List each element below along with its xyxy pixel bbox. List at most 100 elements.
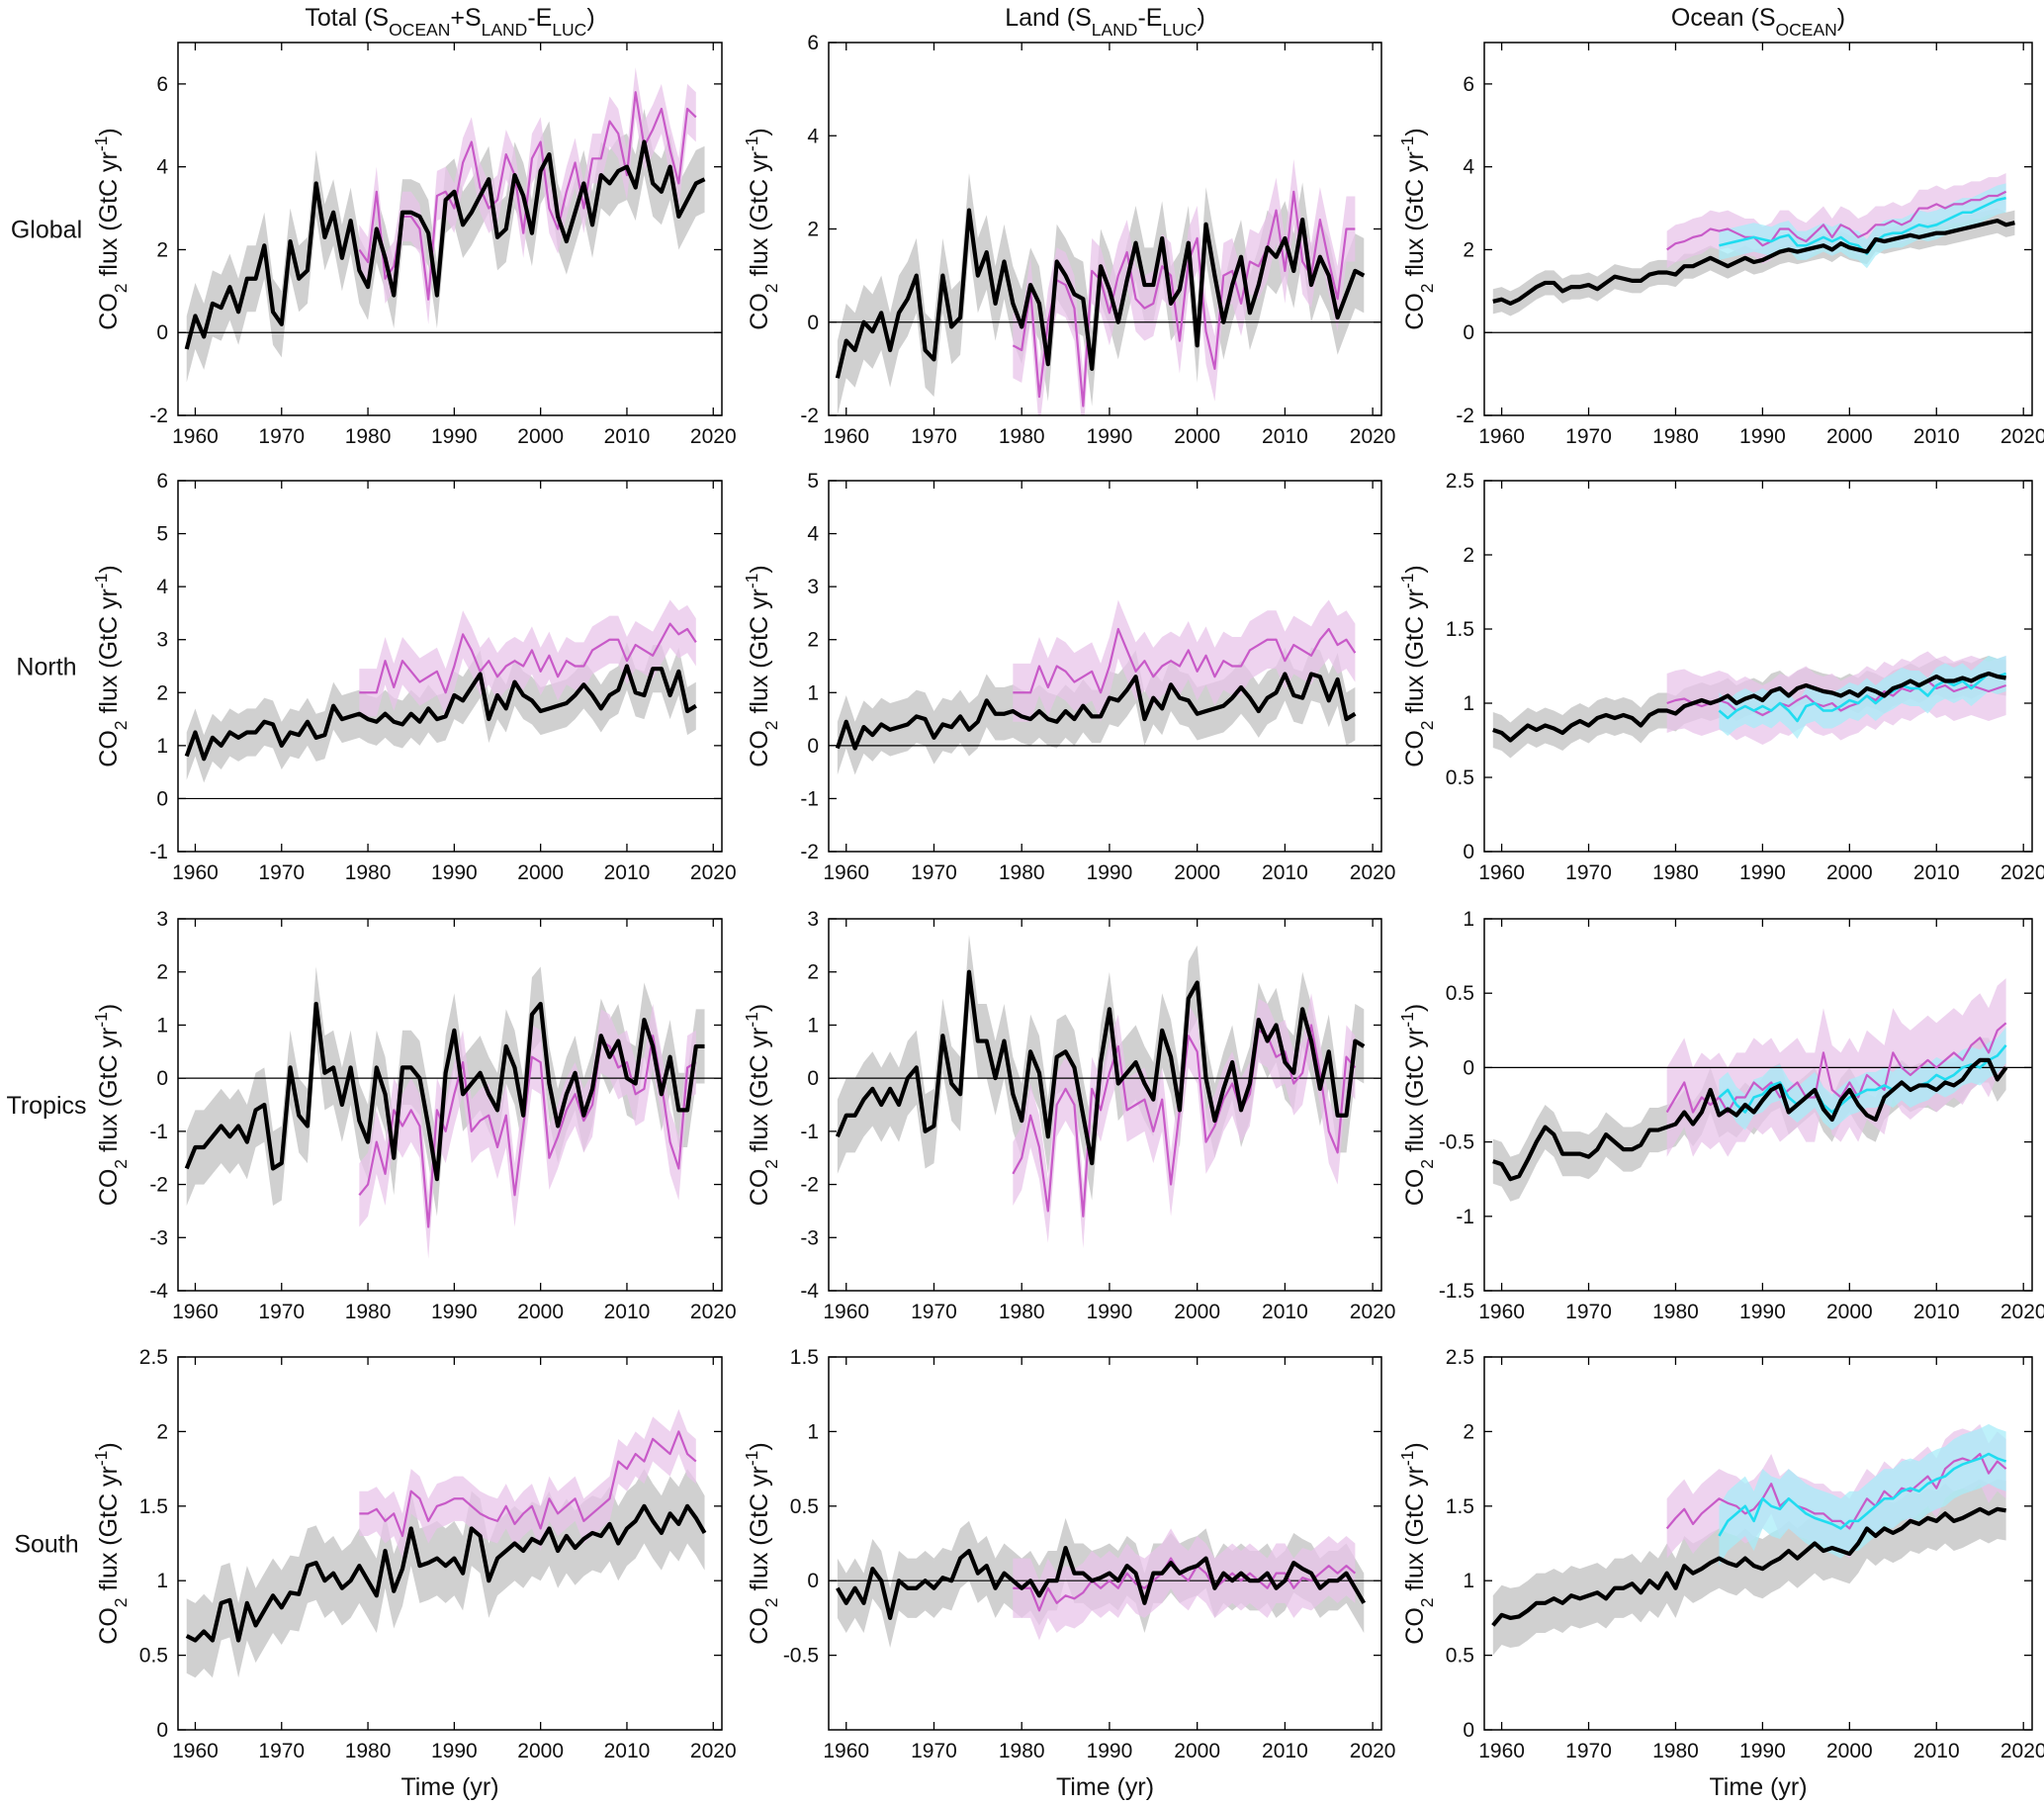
y-tick-label: 3 [807, 908, 819, 931]
magenta-series-line [1013, 627, 1357, 694]
x-tick-label: 2010 [1262, 861, 1308, 884]
x-tick-label: 1960 [823, 1740, 869, 1762]
y-axis-label: CO2 flux (GtC yr-1) [91, 1442, 131, 1644]
panel-global-ocean: -2 0 2 4 6 1960 1970 1980 1990 2000 2010 2020 CO2 fl… [1397, 42, 2044, 448]
x-tick-label: 1980 [999, 1301, 1045, 1323]
y-tick-label: 1 [807, 681, 819, 704]
x-axis-label: Time (yr) [400, 1773, 498, 1801]
y-tick-label: 1 [807, 1420, 819, 1443]
column-title-land: Land (SLAND-ELUC) [1005, 4, 1205, 40]
plot-area [178, 966, 722, 1259]
y-tick-label: 1 [807, 1014, 819, 1037]
y-tick-label: 4 [807, 125, 819, 147]
y-axis-label: CO2 flux (GtC yr-1) [1397, 565, 1437, 767]
cyan-series-line [1718, 672, 2007, 723]
x-tick-label: 1990 [1739, 1740, 1786, 1762]
y-tick-label: 6 [1463, 73, 1474, 96]
x-tick-label: 2000 [517, 1740, 564, 1762]
axes-box [1483, 480, 2033, 853]
magenta-series-line [1665, 1452, 2007, 1530]
y-tick-label: 4 [1463, 156, 1474, 179]
x-tick-label: 2020 [2000, 425, 2044, 448]
x-tick-label: 2020 [1350, 1740, 1396, 1762]
y-tick-label: -2 [800, 1174, 819, 1197]
x-tick-label: 1990 [431, 861, 478, 884]
y-tick-label: 2.5 [139, 1346, 168, 1369]
x-tick-label: 2020 [690, 1301, 737, 1323]
x-tick-label: 2020 [690, 861, 737, 884]
y-tick-label: 4 [807, 523, 819, 546]
y-tick-label: -2 [149, 405, 168, 427]
column-title-ocean: Ocean (SOCEAN) [1671, 4, 1845, 40]
x-tick-label: 1990 [1739, 1301, 1786, 1323]
plot-area [829, 935, 1381, 1249]
x-tick-label: 1970 [911, 1301, 957, 1323]
axes-box [177, 918, 723, 1292]
x-tick-label: 2010 [604, 425, 651, 448]
x-tick-label: 2020 [690, 425, 737, 448]
y-tick-label: -1.5 [1439, 1280, 1474, 1303]
x-tick-label: 1980 [999, 1740, 1045, 1762]
panel-tropics-total: -4 -3 -2 -1 0 1 2 3 1960 1970 1980 1990 2000 2010 2020… [91, 908, 737, 1323]
plot-area [829, 599, 1381, 775]
x-tick-label: 1970 [911, 425, 957, 448]
plot-area [1484, 172, 2032, 333]
black-series-line [835, 672, 1357, 751]
x-tick-label: 1960 [823, 425, 869, 448]
axes-box [1483, 918, 2033, 1292]
x-tick-label: 2010 [1913, 1740, 1960, 1762]
x-tick-label: 2020 [1350, 861, 1396, 884]
x-tick-label: 2010 [604, 1301, 651, 1323]
x-tick-label: 1980 [999, 425, 1045, 448]
x-tick-label: 1980 [345, 425, 392, 448]
y-tick-label: 1 [156, 735, 168, 758]
x-tick-label: 2000 [1174, 425, 1220, 448]
x-tick-label: 1980 [345, 1301, 392, 1323]
axes-box [177, 480, 723, 853]
x-tick-label: 1970 [911, 861, 957, 884]
y-tick-label: 1.5 [790, 1346, 819, 1369]
y-axis-label: CO2 flux (GtC yr-1) [1397, 128, 1437, 329]
y-tick-label: 2 [156, 1420, 168, 1443]
y-tick-label: 2 [1463, 544, 1474, 567]
magenta-series-line [1665, 1022, 2007, 1114]
x-tick-label: 1990 [1087, 1301, 1133, 1323]
axes-box [177, 42, 723, 416]
panel-tropics-land: -4 -3 -2 -1 0 1 2 3 1960 1970 1980 1990 2000 2010 2020… [742, 908, 1395, 1323]
magenta-series-line [1013, 1557, 1357, 1612]
y-tick-label: 0.5 [139, 1645, 168, 1668]
cyan-series-line [1718, 1044, 2007, 1114]
plot-area [178, 67, 722, 383]
x-tick-label: 2020 [2000, 1740, 2044, 1762]
black-series-line [184, 1001, 705, 1182]
y-axis-label: CO2 flux (GtC yr-1) [1397, 1442, 1437, 1644]
x-tick-label: 2000 [1174, 1740, 1220, 1762]
black-series-line [1492, 671, 2006, 743]
x-tick-label: 2000 [517, 425, 564, 448]
x-tick-label: 1970 [1565, 1301, 1612, 1323]
x-tick-label: 1960 [172, 1740, 219, 1762]
y-tick-label: -3 [149, 1226, 168, 1249]
x-axis-label: Time (yr) [1709, 1773, 1807, 1801]
y-tick-label: -1 [149, 1121, 168, 1143]
x-tick-label: 2010 [1262, 1740, 1308, 1762]
x-tick-label: 1970 [1565, 861, 1612, 884]
plot-area [1484, 978, 2032, 1202]
x-tick-label: 2010 [604, 1740, 651, 1762]
x-tick-label: 1960 [172, 1301, 219, 1323]
y-tick-label: 2.5 [1446, 470, 1474, 493]
y-tick-label: 0 [156, 1719, 168, 1742]
black-series-line [184, 139, 706, 350]
column-title-total: Total (SOCEAN+SLAND-ELUC) [305, 4, 594, 40]
plot-area [178, 599, 722, 800]
magenta-series-line [1666, 190, 2007, 251]
plot-area [185, 1408, 707, 1678]
y-tick-label: -2 [800, 405, 819, 427]
panel-south-ocean: 0 0.5 1 1.5 2 2.5 1960 1970 1980 1990 2000 2010 2020… [1397, 1346, 2044, 1801]
black-series-line [184, 664, 697, 762]
row-label-north: North [16, 654, 76, 681]
cyan-series-line [1718, 1452, 2007, 1537]
y-tick-label: 2 [156, 961, 168, 984]
black-series-line [185, 1503, 707, 1643]
